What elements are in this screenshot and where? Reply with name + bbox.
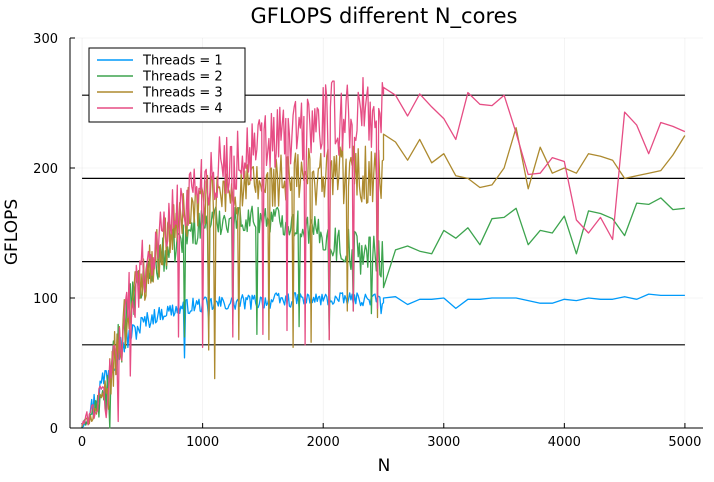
y-tick-label: 0 bbox=[50, 422, 58, 437]
legend-label: Threads = 2 bbox=[142, 70, 223, 85]
y-axis-label: GFLOPS bbox=[2, 199, 22, 265]
series-lines bbox=[81, 77, 686, 429]
x-tick-label: 1000 bbox=[186, 435, 219, 450]
y-tick-label: 100 bbox=[33, 292, 58, 307]
series-line-threads-1 bbox=[81, 292, 685, 428]
x-tick-label: 5000 bbox=[668, 435, 701, 450]
legend-label: Threads = 3 bbox=[142, 86, 223, 101]
y-tick-label: 200 bbox=[33, 162, 58, 177]
series-line-threads-4 bbox=[81, 77, 686, 426]
legend-label: Threads = 4 bbox=[142, 102, 223, 117]
y-tick-label: 300 bbox=[33, 32, 58, 47]
x-axis-label: N bbox=[378, 456, 391, 476]
axes: 0 1000 2000 3000 4000 5000 0 100 200 300 bbox=[33, 32, 703, 450]
x-tick-label: 0 bbox=[78, 435, 86, 450]
x-tick-label: 3000 bbox=[427, 435, 460, 450]
x-tick-label: 4000 bbox=[548, 435, 581, 450]
x-tick-label: 2000 bbox=[307, 435, 340, 450]
chart-title: GFLOPS different N_cores bbox=[250, 4, 517, 29]
legend-label: Threads = 1 bbox=[142, 54, 223, 69]
